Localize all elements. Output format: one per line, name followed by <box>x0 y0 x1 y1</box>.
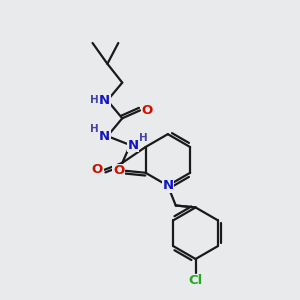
Text: N: N <box>99 130 110 142</box>
Text: N: N <box>162 179 173 192</box>
Text: H: H <box>90 124 99 134</box>
Text: N: N <box>99 94 110 107</box>
Text: H: H <box>139 133 147 143</box>
Text: O: O <box>92 163 103 176</box>
Text: N: N <box>128 139 139 152</box>
Text: Cl: Cl <box>188 274 203 287</box>
Text: O: O <box>141 104 153 117</box>
Text: H: H <box>90 95 99 106</box>
Text: O: O <box>113 164 124 177</box>
